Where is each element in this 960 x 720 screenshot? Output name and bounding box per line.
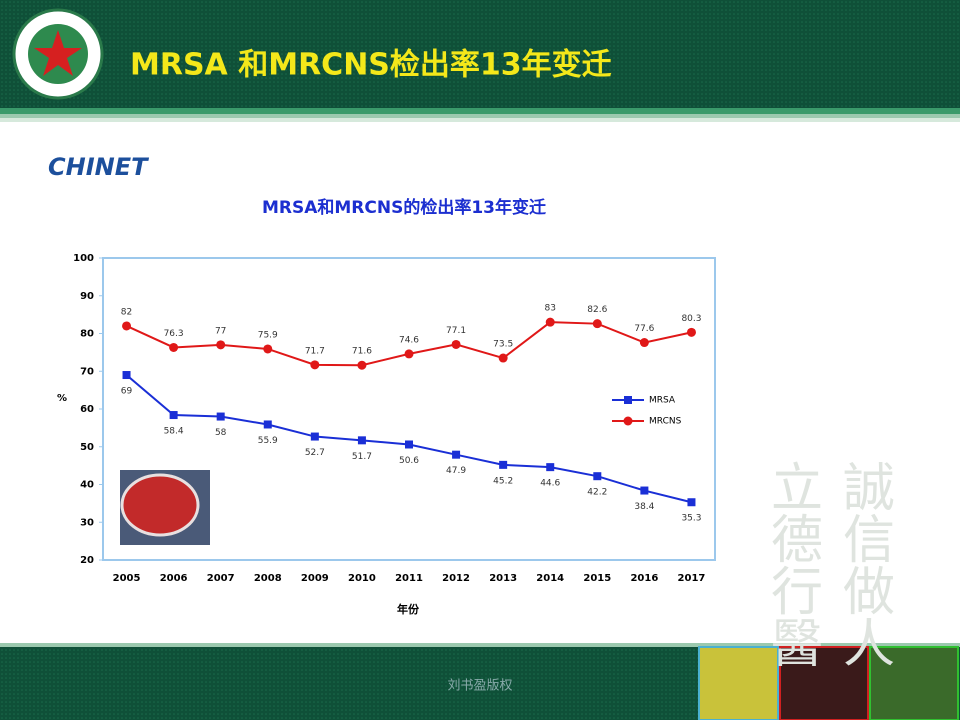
data-label: 77	[215, 326, 226, 336]
data-label: 77.1	[446, 326, 466, 336]
footer-text: 刘书盈版权	[447, 678, 512, 694]
marker	[639, 338, 649, 348]
data-label: 58.4	[164, 427, 184, 437]
x-tick-label: 2014	[536, 573, 564, 584]
marker	[310, 432, 319, 441]
marker	[263, 420, 272, 429]
marker	[169, 411, 178, 420]
marker	[592, 319, 602, 329]
data-label: 45.2	[493, 476, 513, 486]
marker	[405, 440, 413, 449]
data-label: 50.6	[399, 456, 419, 466]
header-band	[0, 0, 960, 108]
marker	[122, 371, 131, 380]
y-tick-label: 20	[80, 555, 94, 566]
data-label: 76.3	[164, 329, 184, 339]
x-tick-label: 2011	[395, 573, 423, 584]
data-label: 38.4	[634, 502, 654, 512]
data-label: 82.6	[587, 305, 607, 315]
y-tick-label: 90	[80, 291, 94, 302]
calligraphy: 立德行醫	[762, 460, 822, 668]
x-tick-label: 2012	[442, 573, 470, 584]
marker	[357, 360, 367, 370]
x-tick-label: 2016	[630, 573, 658, 584]
data-label: 52.7	[305, 448, 325, 458]
x-tick-label: 2017	[678, 573, 706, 584]
marker	[545, 317, 555, 327]
data-label: 73.5	[493, 340, 513, 350]
data-label: 71.6	[352, 347, 372, 357]
data-label: 35.3	[681, 514, 701, 524]
marker	[310, 360, 320, 370]
data-label: 77.6	[634, 324, 654, 334]
calligraphy: 誠信做人	[834, 460, 895, 668]
marker	[263, 344, 273, 354]
marker	[451, 339, 461, 349]
header-stripe	[0, 108, 960, 114]
data-label: 80.3	[681, 314, 701, 324]
y-tick-label: 60	[80, 404, 94, 415]
data-label: 58	[215, 428, 227, 438]
marker	[216, 340, 226, 350]
marker	[404, 349, 414, 359]
data-label: 51.7	[352, 452, 372, 462]
y-tick-label: 40	[80, 480, 94, 491]
y-tick-label: 70	[80, 366, 94, 377]
footer-image	[869, 646, 959, 720]
data-label: 83	[545, 304, 556, 314]
marker	[546, 463, 555, 472]
marker	[498, 353, 508, 363]
header-stripe	[0, 118, 960, 122]
marker	[686, 327, 696, 337]
x-tick-label: 2015	[583, 573, 611, 584]
data-label: 74.6	[399, 335, 419, 345]
data-label: 42.2	[587, 488, 607, 498]
header-stripe	[0, 114, 960, 118]
x-axis-label: 年份	[397, 602, 420, 616]
y-tick-label: 50	[80, 442, 94, 453]
x-tick-label: 2013	[489, 573, 517, 584]
legend-marker	[623, 416, 633, 426]
marker	[122, 321, 132, 331]
x-tick-label: 2007	[207, 573, 235, 584]
marker	[357, 436, 366, 445]
logo: CHINET	[48, 153, 149, 181]
marker	[687, 498, 696, 507]
footer-stripe	[0, 643, 960, 647]
y-tick-label: 30	[80, 517, 94, 528]
data-label: 82	[121, 307, 132, 317]
footer-image	[779, 646, 869, 720]
y-tick-label: 100	[73, 253, 94, 264]
legend-label: MRSA	[649, 396, 676, 406]
y-tick-label: 80	[80, 329, 94, 340]
data-label: 75.9	[258, 330, 278, 340]
marker	[593, 472, 602, 481]
data-label: 71.7	[305, 346, 325, 356]
slide-title: MRSA 和MRCNS检出率13年变迁	[130, 48, 612, 83]
marker	[452, 450, 461, 459]
footer-image	[698, 646, 779, 720]
y-axis-label: %	[57, 393, 67, 404]
x-tick-label: 2009	[301, 573, 329, 584]
data-label: 47.9	[446, 466, 466, 476]
emblem-star	[34, 30, 82, 76]
x-tick-label: 2010	[348, 573, 376, 584]
chart-title: MRSA和MRCNS的检出率13年变迁	[262, 197, 546, 218]
marker	[640, 486, 649, 495]
marker	[169, 342, 179, 352]
x-tick-label: 2006	[160, 573, 188, 584]
data-label: 44.6	[540, 479, 560, 489]
marker	[499, 460, 508, 469]
legend-marker	[624, 396, 632, 404]
photo	[120, 473, 200, 537]
x-tick-label: 2005	[113, 573, 141, 584]
legend-label: MRCNS	[649, 417, 682, 427]
data-label: 55.9	[258, 436, 278, 446]
marker	[216, 412, 225, 421]
data-label: 69	[121, 387, 133, 397]
x-tick-label: 2008	[254, 573, 282, 584]
